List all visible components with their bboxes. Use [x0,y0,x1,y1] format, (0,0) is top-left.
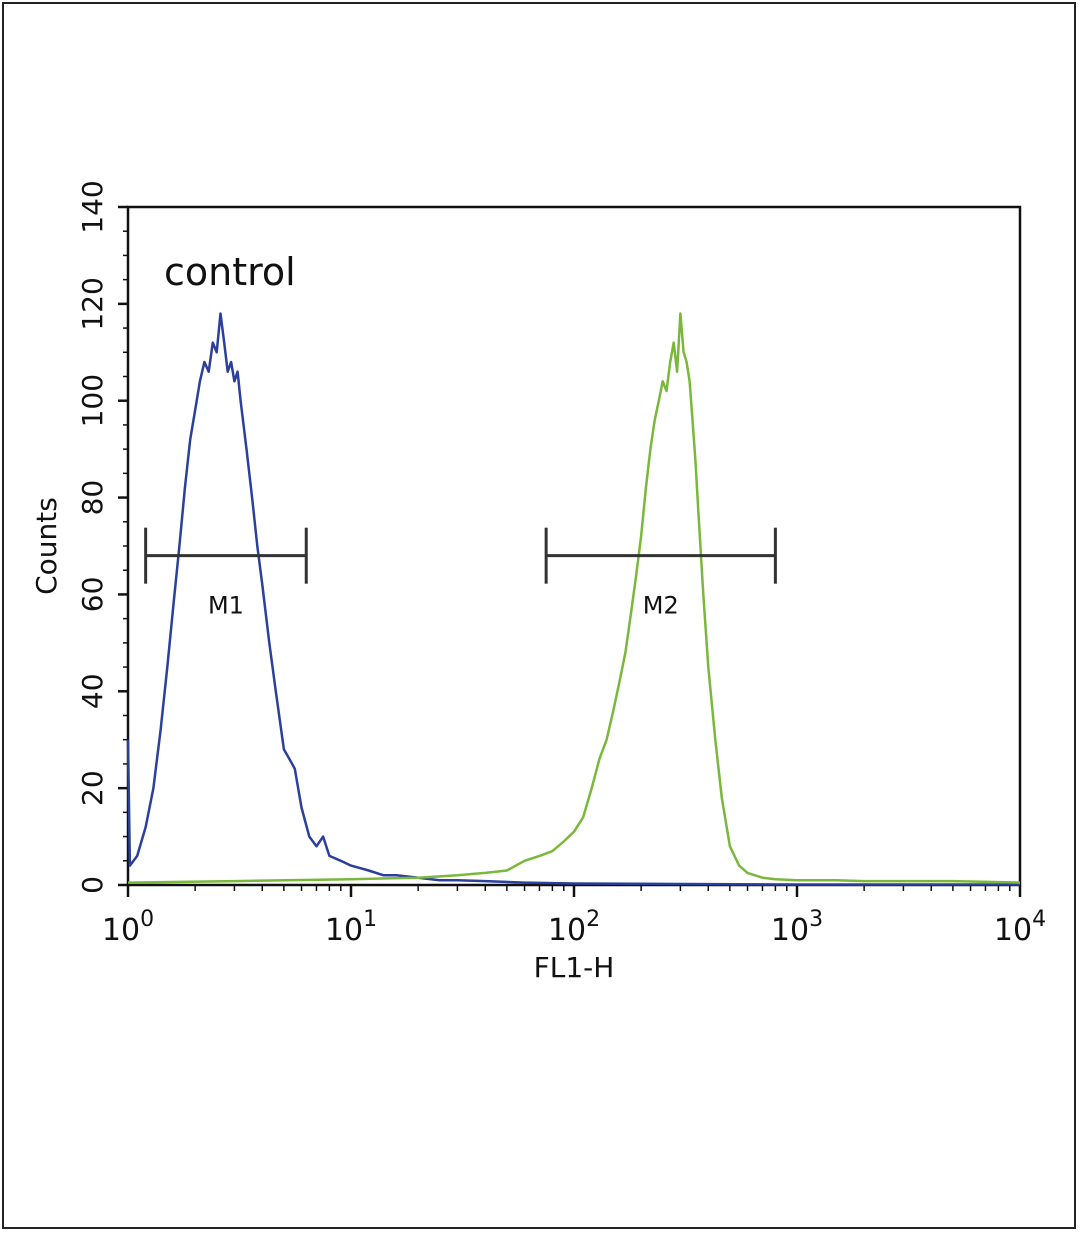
x-axis: 100 101 102 103 104 [102,885,1046,948]
y-tick-label: 40 [76,673,109,709]
y-axis: 0 20 40 60 80 100 120 140 [76,180,128,894]
x-tick-label: 104 [994,907,1046,948]
y-tick-label: 0 [76,876,109,894]
x-axis-label: FL1-H [534,951,615,984]
marker-label-m1: M1 [208,592,244,620]
x-tick-label: 103 [771,907,823,948]
y-axis-label: Counts [30,497,63,595]
series-line-1 [126,312,1020,886]
control-annotation: control [164,250,296,294]
marker-layer: M1 M2 [144,527,777,620]
series-layer [126,312,1021,886]
x-tick-label: 102 [548,907,600,948]
y-tick-label: 80 [76,480,109,516]
y-tick-label: 120 [76,277,109,330]
y-tick-label: 140 [76,180,109,233]
plot-border [126,205,1022,887]
y-tick-label: 100 [76,374,109,427]
x-tick-label: 101 [325,907,377,948]
y-tick-label: 20 [76,770,109,806]
x-tick-label: 100 [102,907,154,948]
marker-label-m2: M2 [643,592,679,620]
y-tick-label: 60 [76,577,109,613]
series-line-2 [127,312,1021,884]
plot-area [126,205,1022,887]
